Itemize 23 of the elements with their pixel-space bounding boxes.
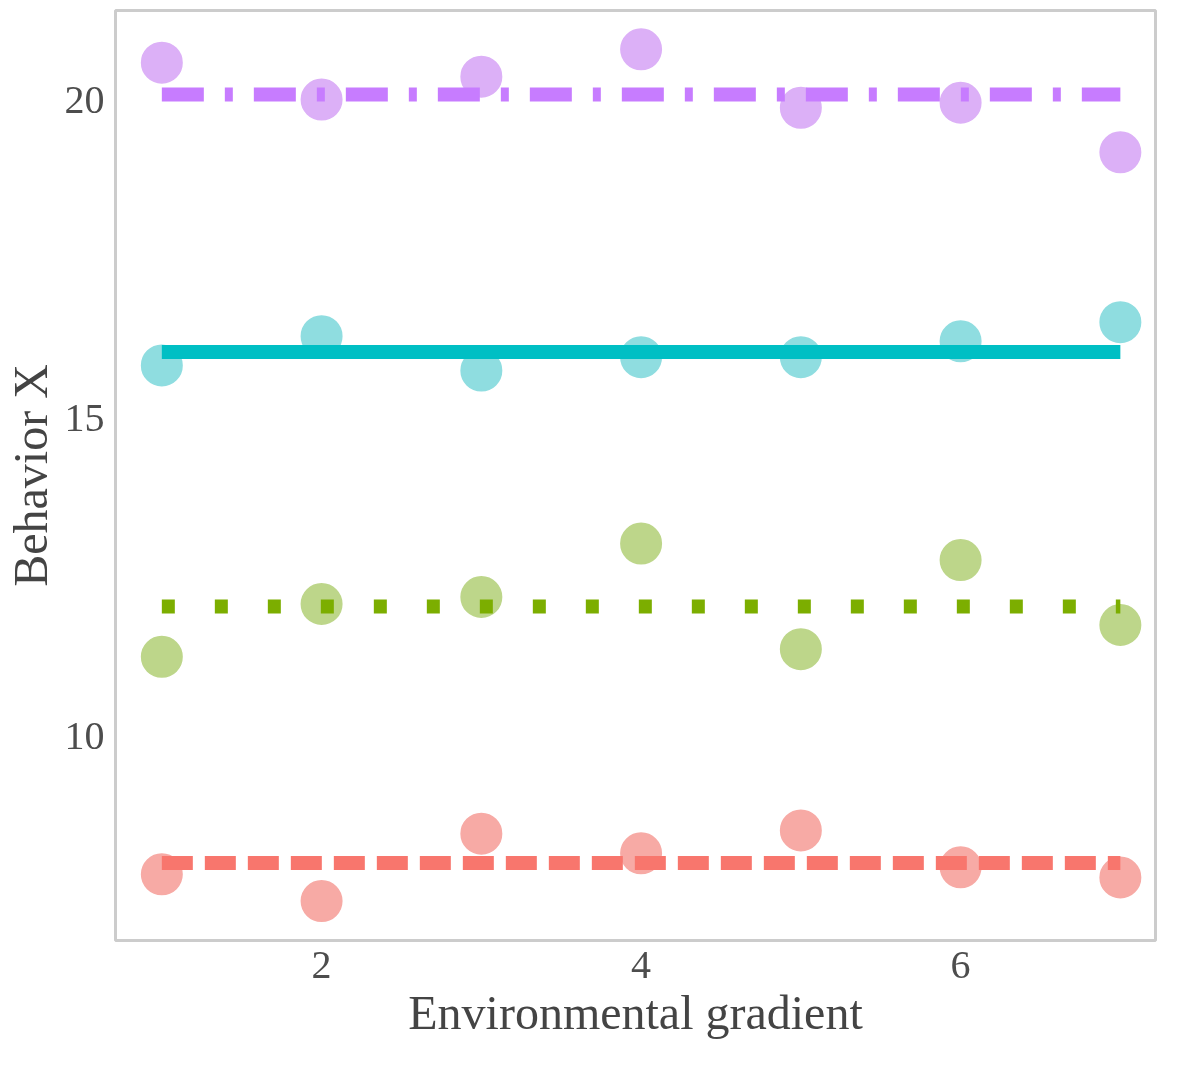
point: [779, 628, 822, 671]
x-axis-title: Environmental gradient: [408, 985, 864, 1039]
point: [1099, 301, 1142, 344]
x-tick-label: 4: [631, 941, 652, 987]
y-tick-label: 15: [64, 394, 105, 440]
point: [140, 41, 183, 84]
point: [140, 635, 183, 678]
point: [779, 809, 822, 852]
y-tick-label: 20: [64, 76, 105, 122]
point: [939, 81, 982, 124]
point: [620, 28, 663, 71]
point: [620, 522, 663, 565]
point: [300, 78, 343, 121]
point: [1099, 131, 1142, 174]
point: [939, 539, 982, 582]
point: [460, 812, 503, 855]
y-tick-label: 10: [64, 712, 105, 758]
x-tick-label: 2: [311, 941, 332, 987]
point: [1099, 604, 1142, 646]
point: [460, 55, 503, 98]
point: [300, 880, 343, 923]
y-axis-title: Behavior X: [3, 364, 57, 587]
x-tick-label: 6: [950, 941, 971, 987]
